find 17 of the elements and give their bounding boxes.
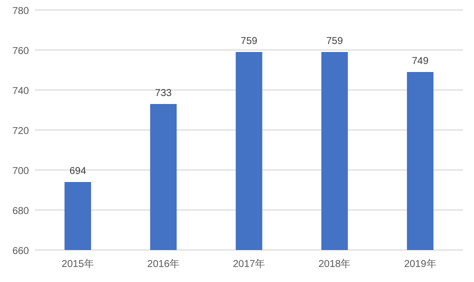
data-label: 749 (412, 56, 429, 67)
y-tick-label: 680 (12, 206, 30, 217)
y-tick-label: 720 (12, 126, 30, 137)
y-tick-label: 700 (12, 166, 30, 177)
y-tick-label: 740 (12, 86, 30, 97)
x-tick-label: 2015年 (62, 258, 94, 270)
x-tick-label: 2018年 (318, 258, 351, 270)
x-tick-label: 2016年 (147, 258, 180, 270)
y-tick-label: 780 (12, 6, 30, 17)
y-tick-label: 660 (12, 246, 30, 257)
data-label: 733 (155, 88, 172, 99)
data-label: 759 (326, 36, 344, 47)
x-tick-label: 2017年 (232, 258, 266, 270)
data-label: 694 (69, 166, 87, 177)
x-tick-label: 2019年 (404, 258, 436, 270)
y-tick-label: 760 (12, 46, 30, 57)
data-label: 759 (240, 36, 258, 47)
